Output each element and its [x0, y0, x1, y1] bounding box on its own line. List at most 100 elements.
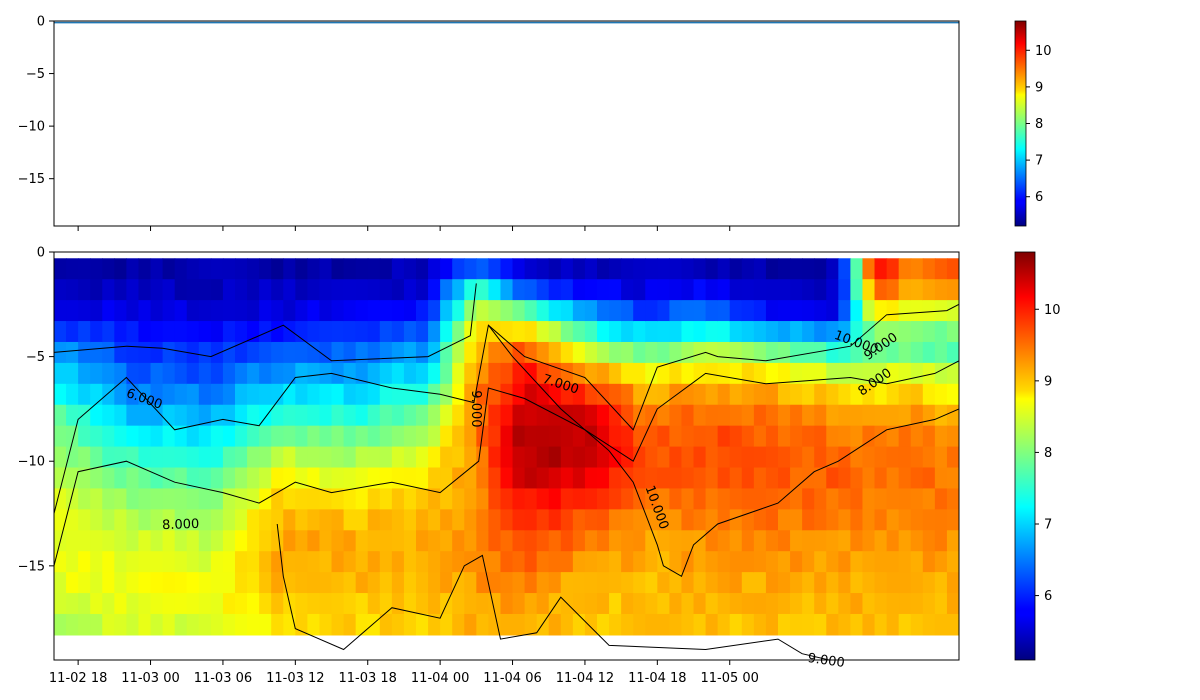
- heatmap-cell: [114, 572, 127, 594]
- heatmap-cell: [102, 530, 115, 552]
- heatmap-cell: [186, 341, 200, 364]
- heatmap-cell: [572, 341, 586, 364]
- heatmap-cell: [283, 321, 296, 343]
- heatmap-cell: [90, 488, 103, 510]
- heatmap-cell: [524, 488, 538, 510]
- heatmap-cell: [464, 613, 477, 636]
- heatmap-cell: [331, 258, 345, 280]
- heatmap-cell: [560, 279, 574, 301]
- heatmap-cell: [862, 300, 876, 322]
- heatmap-cell: [657, 467, 670, 490]
- y-tick-label: −15: [18, 172, 45, 187]
- heatmap-cell: [657, 341, 670, 364]
- heatmap-cell: [452, 613, 465, 636]
- heatmap-cell: [90, 613, 103, 636]
- heatmap-cell: [355, 467, 369, 490]
- heatmap-cell: [162, 551, 176, 573]
- heatmap-cell: [379, 509, 393, 531]
- heatmap-cell: [102, 383, 115, 406]
- heatmap-cell: [464, 258, 477, 280]
- y-tick-label: −10: [18, 120, 45, 135]
- heatmap-cell: [753, 341, 767, 364]
- heatmap-cell: [862, 383, 876, 406]
- heatmap-cell: [560, 530, 574, 552]
- heatmap-cell: [826, 446, 839, 469]
- heatmap-cell: [126, 509, 140, 531]
- heatmap-cell: [271, 593, 284, 615]
- heatmap-cell: [778, 425, 791, 448]
- heatmap-cell: [440, 467, 453, 490]
- heatmap-cell: [259, 425, 272, 448]
- heatmap-cell: [222, 613, 236, 636]
- heatmap-cell: [343, 551, 357, 573]
- heatmap-cell: [126, 383, 140, 406]
- heatmap-cell: [910, 488, 924, 510]
- heatmap-cell: [802, 572, 815, 594]
- heatmap-cell: [802, 383, 815, 406]
- heatmap-cell: [512, 509, 526, 531]
- heatmap-cell: [524, 425, 538, 448]
- heatmap-cell: [259, 509, 272, 531]
- heatmap-cell: [669, 572, 683, 594]
- heatmap-cell: [331, 530, 345, 552]
- heatmap-cell: [609, 425, 622, 448]
- heatmap-cell: [572, 613, 586, 636]
- heatmap-cell: [898, 488, 912, 510]
- heatmap-cell: [524, 593, 538, 615]
- colorbar-tick-label: 6: [1044, 589, 1052, 604]
- heatmap-cell: [391, 613, 405, 636]
- heatmap-cell: [343, 509, 357, 531]
- heatmap-cell: [428, 530, 441, 552]
- heatmap-cell: [886, 572, 900, 594]
- heatmap-cell: [681, 509, 695, 531]
- heatmap-cell: [307, 425, 321, 448]
- heatmap-cell: [609, 509, 622, 531]
- heatmap-cell: [512, 404, 526, 427]
- heatmap-cell: [790, 341, 803, 364]
- heatmap-cell: [717, 509, 731, 531]
- heatmap-cell: [753, 300, 767, 322]
- heatmap-cell: [910, 279, 924, 301]
- heatmap-cell: [681, 551, 695, 573]
- heatmap-cell: [814, 425, 827, 448]
- heatmap-cell: [78, 341, 91, 364]
- heatmap-cell: [476, 258, 489, 280]
- heatmap-cell: [488, 341, 502, 364]
- heatmap-cell: [862, 279, 876, 301]
- heatmap-cell: [874, 572, 888, 594]
- heatmap-cell: [90, 321, 103, 343]
- x-tick-label: 11-03 12: [266, 671, 324, 686]
- heatmap-cell: [174, 613, 188, 636]
- heatmap-cell: [102, 321, 115, 343]
- heatmap-cell: [753, 467, 767, 490]
- heatmap-cell: [597, 572, 610, 594]
- heatmap-cell: [54, 258, 67, 280]
- heatmap-cell: [102, 509, 115, 531]
- heatmap-cell: [150, 300, 164, 322]
- heatmap-cell: [778, 446, 791, 469]
- heatmap-cell: [307, 467, 321, 490]
- heatmap-cell: [729, 551, 743, 573]
- heatmap-cell: [210, 593, 224, 615]
- heatmap-cell: [874, 613, 888, 636]
- heatmap-cell: [259, 613, 272, 636]
- heatmap-cell: [403, 425, 417, 448]
- heatmap-cell: [295, 279, 308, 301]
- heatmap-cell: [259, 362, 272, 385]
- heatmap-cell: [609, 613, 622, 636]
- colorbar-tick-label: 9: [1044, 374, 1052, 389]
- heatmap-cell: [150, 258, 164, 280]
- heatmap-cell: [150, 467, 164, 490]
- heatmap-cell: [271, 321, 284, 343]
- heatmap-cell: [898, 467, 912, 490]
- heatmap-cell: [295, 404, 308, 427]
- heatmap-cell: [609, 593, 622, 615]
- heatmap-cell: [862, 488, 876, 510]
- heatmap-cell: [464, 509, 477, 531]
- heatmap-cell: [186, 593, 200, 615]
- heatmap-cell: [440, 404, 453, 427]
- heatmap-cell: [621, 362, 634, 385]
- heatmap-cell: [633, 530, 646, 552]
- heatmap-cell: [186, 530, 200, 552]
